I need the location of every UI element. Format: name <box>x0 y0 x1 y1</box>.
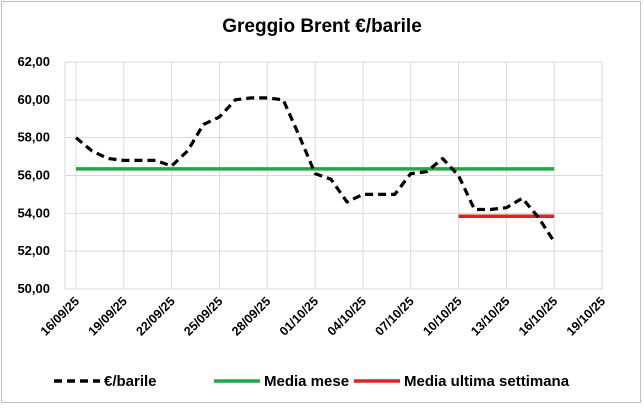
x-tick-label: 19/09/25 <box>86 294 130 338</box>
y-tick-label: 62,00 <box>17 54 50 69</box>
legend-label: Media mese <box>264 373 349 390</box>
line-chart: Greggio Brent €/barile 50,00 52,00 54,00 56… <box>17 16 608 390</box>
y-tick-label: 54,00 <box>17 205 50 220</box>
x-tick-label: 04/10/25 <box>325 294 369 338</box>
x-tick-label: 22/09/25 <box>133 294 177 338</box>
series-line-barile <box>74 96 556 243</box>
y-tick-label: 52,00 <box>17 243 50 258</box>
y-axis-ticks: 50,00 52,00 54,00 56,00 58,00 60,00 62,00 <box>17 54 50 296</box>
x-tick-label: 28/09/25 <box>229 294 273 338</box>
x-tick-label: 13/10/25 <box>468 294 512 338</box>
grid <box>64 61 603 290</box>
legend-label: €/barile <box>104 373 157 390</box>
legend: €/barile Media mese Media ultima settimana <box>54 373 570 390</box>
x-axis-ticks: 16/09/25 19/09/25 22/09/25 25/09/25 28/09/25… <box>38 294 608 338</box>
y-tick-label: 58,00 <box>17 130 50 145</box>
y-tick-label: 60,00 <box>17 92 50 107</box>
x-tick-label: 19/10/25 <box>564 294 608 338</box>
x-tick-label: 07/10/25 <box>373 294 417 338</box>
legend-label: Media ultima settimana <box>404 373 570 390</box>
x-tick-label: 25/09/25 <box>181 294 225 338</box>
x-tick-label: 16/10/25 <box>516 294 560 338</box>
series-lines <box>74 96 556 243</box>
x-tick-label: 16/09/25 <box>38 294 82 338</box>
x-tick-label: 10/10/25 <box>420 294 464 338</box>
y-tick-label: 56,00 <box>17 168 50 183</box>
x-tick-label: 01/10/25 <box>277 294 321 338</box>
chart-title: Greggio Brent €/barile <box>222 16 422 37</box>
chart-frame: Greggio Brent €/barile 50,00 52,00 54,00 56… <box>1 1 641 403</box>
y-tick-label: 50,00 <box>17 281 50 296</box>
